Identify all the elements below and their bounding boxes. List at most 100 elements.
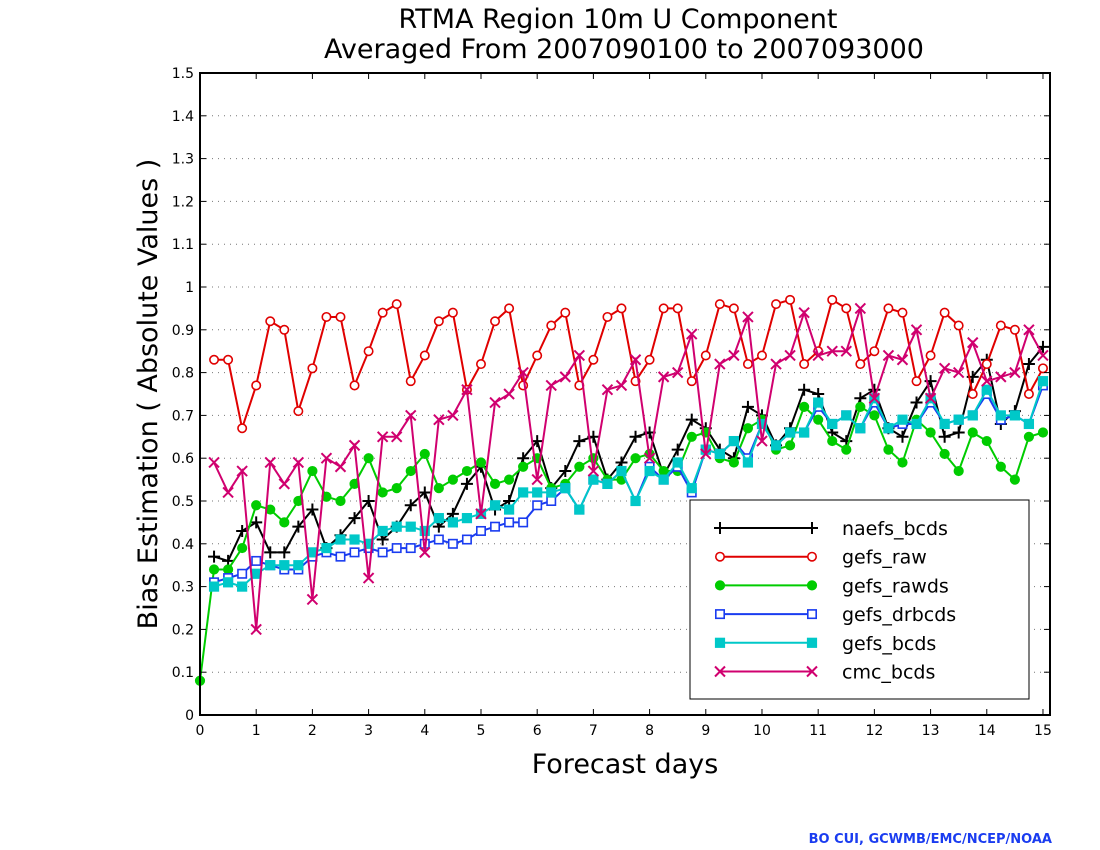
gefs_drbcds-point — [490, 521, 501, 532]
x-tick-label: 13 — [922, 723, 940, 739]
cmc_bcds-point — [222, 486, 234, 499]
cmc_bcds-point — [896, 354, 909, 366]
gefs_rawds-point — [574, 461, 585, 472]
y-tick-label: 0 — [185, 708, 194, 724]
gefs_drbcds-point — [391, 543, 402, 554]
gefs_rawds-point — [855, 401, 866, 412]
legend-item-gefs_drbcds: gefs_drbcds — [714, 604, 956, 626]
y-tick-label: 1.3 — [172, 152, 194, 168]
cmc_bcds-point — [348, 439, 361, 452]
series-gefs_bcds — [208, 376, 1049, 592]
gefs_rawds-point — [489, 478, 501, 489]
gefs_rawds-point — [279, 517, 290, 528]
gefs_raw-point — [728, 303, 739, 314]
y-tick-label: 0.1 — [172, 665, 194, 681]
naefs_bcds-point — [896, 430, 909, 443]
gefs_rawds-point — [251, 500, 262, 511]
y-tick-label: 1.5 — [172, 66, 194, 82]
gefs_raw-point — [616, 303, 627, 314]
gefs_raw-point — [855, 359, 866, 370]
gefs_raw-point — [223, 354, 234, 365]
cmc_bcds-point — [952, 366, 965, 379]
gefs_drbcds-point — [433, 534, 444, 545]
cmc_bcds-point — [433, 413, 445, 426]
gefs_drbcds-point — [518, 517, 529, 528]
y-tick-label: 0.3 — [172, 580, 194, 596]
cmc_bcds-point — [981, 375, 993, 387]
cmc_bcds-point — [657, 371, 670, 383]
cmc_bcds-point — [362, 572, 375, 584]
x-tick-label: 15 — [1034, 723, 1052, 739]
cmc_bcds-point — [573, 349, 586, 362]
gefs_rawds-point — [405, 465, 416, 477]
gefs_raw-point — [335, 311, 346, 322]
gefs_raw-point — [293, 406, 304, 417]
gefs_bcds-point — [1023, 418, 1035, 430]
gefs_bcds-point — [518, 487, 529, 498]
gefs_rawds-point — [967, 427, 978, 438]
naefs_bcds-point — [250, 516, 263, 529]
gefs_bcds-point — [658, 474, 669, 485]
gefs_raw-point — [321, 311, 332, 322]
gefs_bcds-point — [293, 560, 304, 571]
cmc_bcds-point — [1009, 366, 1021, 379]
gefs_bcds-point — [686, 483, 697, 494]
cmc_bcds-point — [756, 435, 768, 447]
gefs_raw-point — [475, 359, 486, 370]
naefs_bcds-point — [573, 435, 586, 448]
cmc_bcds-point — [517, 366, 529, 379]
legend-item-gefs_rawds: gefs_rawds — [714, 575, 949, 597]
gefs_raw-point — [1023, 388, 1034, 399]
gefs_raw-point — [658, 303, 669, 314]
naefs_bcds-point — [362, 495, 375, 507]
gefs_raw-point — [251, 380, 262, 391]
cmc_bcds-point — [601, 384, 614, 396]
cmc_bcds-point — [924, 392, 937, 404]
gefs_raw-point — [953, 320, 964, 331]
gefs_raw-line — [214, 298, 1044, 433]
gefs_raw-point — [1009, 324, 1020, 335]
gefs_raw-point — [981, 359, 992, 370]
cmc_bcds-point — [250, 623, 262, 636]
gefs_bcds-point — [489, 500, 501, 511]
gefs_drbcds-point — [377, 547, 388, 558]
gefs_raw-point — [560, 307, 571, 318]
gefs_bcds-point — [391, 521, 402, 532]
gefs_rawds-point — [981, 435, 992, 447]
cmc_bcds-point — [292, 456, 305, 469]
gefs_raw-point — [939, 307, 950, 318]
gefs_bcds-point — [1009, 410, 1020, 421]
series-layer — [194, 294, 1049, 686]
gefs_bcds-point — [560, 483, 571, 494]
gefs_bcds-point — [784, 427, 796, 438]
gefs_bcds-point — [1037, 376, 1049, 387]
x-tick-label: 11 — [809, 723, 827, 739]
x-tick-label: 8 — [645, 723, 654, 739]
naefs_bcds-point — [404, 499, 417, 512]
gefs_rawds-point — [237, 542, 248, 554]
gefs_raw-point — [841, 303, 852, 314]
gefs_rawds-point — [1037, 427, 1049, 438]
chart-subtitle: Averaged From 2007090100 to 2007093000 — [324, 34, 924, 65]
chart-title: RTMA Region 10m U Component — [399, 4, 838, 35]
gefs_raw-point — [644, 354, 655, 365]
cmc_bcds-point — [686, 328, 698, 340]
plot-frame — [199, 72, 1051, 716]
gefs_drbcds-point — [475, 525, 486, 536]
gefs_raw-point — [532, 350, 543, 361]
gefs_rawds-point — [475, 457, 487, 468]
legend-marker — [714, 665, 726, 678]
cmc_bcds-point — [629, 354, 642, 366]
gefs_raw-point — [349, 380, 360, 391]
gefs_raw-point — [756, 350, 767, 361]
legend-label: gefs_rawds — [842, 575, 949, 597]
gefs_bcds-point — [602, 478, 613, 489]
gefs_raw-point — [1037, 363, 1048, 374]
legend-label: gefs_bcds — [842, 633, 936, 655]
gefs_drbcds-point — [447, 538, 458, 549]
gefs_drbcds-point — [461, 534, 472, 545]
gefs_raw-point — [363, 346, 374, 357]
axis-ticks: 0 0.1 0.2 0.3 0.4 0.5 0.6 0.7 0.8 0.9 1 1.1 1.2 1.3 1.… — [172, 66, 1052, 739]
gefs_raw-point — [700, 350, 711, 361]
